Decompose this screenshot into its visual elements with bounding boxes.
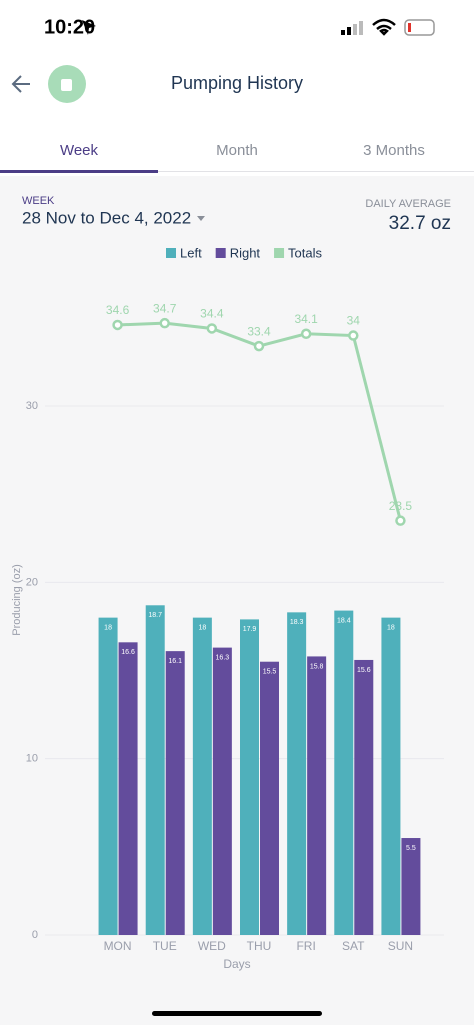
bar-value-label: 15.5	[263, 669, 277, 676]
bar	[192, 617, 212, 935]
x-tick-label: FRI	[296, 939, 315, 953]
x-tick-label: TUE	[153, 939, 177, 953]
bar-value-label: 18.7	[148, 612, 162, 619]
line-point	[300, 328, 312, 340]
bar-value-label: 5.5	[406, 845, 416, 852]
legend-label: Totals	[288, 245, 322, 260]
x-tick-label: WED	[198, 939, 226, 953]
bar	[260, 661, 279, 935]
line-point	[206, 323, 218, 334]
x-axis-title: Days	[223, 957, 250, 971]
bar-value-label: 15.6	[357, 667, 371, 674]
bar-value-label: 16.6	[121, 649, 135, 656]
bar-value-label: 18	[198, 624, 206, 631]
bar-value-label: 18	[104, 624, 112, 631]
line-value-label: 34	[347, 314, 361, 328]
bar	[240, 619, 259, 935]
x-tick-label: SUN	[388, 939, 413, 953]
x-tick-label: THU	[247, 939, 272, 953]
y-tick-label: 30	[26, 400, 38, 412]
tab-week[interactable]: Week	[60, 142, 99, 159]
bar	[334, 610, 354, 935]
bar	[401, 838, 421, 935]
bar	[307, 656, 327, 935]
y-tick-label: 20	[26, 576, 38, 588]
bar	[354, 659, 374, 935]
average-label: DAILY AVERAGE	[365, 198, 451, 210]
bar-value-label: 16.3	[216, 654, 230, 661]
bar	[381, 617, 401, 935]
bar-value-label: 16.1	[168, 658, 182, 665]
bar	[118, 642, 138, 935]
bar-value-label: 17.9	[243, 626, 257, 633]
bar	[212, 647, 232, 935]
battery-level	[408, 23, 411, 32]
line-point	[348, 330, 359, 341]
line-value-label: 34.7	[153, 301, 177, 315]
x-tick-label: MON	[104, 939, 132, 953]
back-button[interactable]	[11, 75, 30, 93]
y-tick-label: 0	[32, 929, 38, 941]
period-label: WEEK	[22, 195, 55, 207]
location-icon	[82, 20, 96, 35]
line-value-label: 34.1	[294, 312, 318, 326]
line-point	[112, 319, 123, 331]
period-selector[interactable]: 28 Nov to Dec 4, 2022	[22, 208, 191, 227]
bar	[98, 617, 118, 935]
line-point	[395, 515, 406, 526]
line-value-label: 33.4	[247, 324, 271, 338]
tab-3-months[interactable]: 3 Months	[363, 142, 425, 159]
bar	[287, 612, 307, 935]
bar-value-label: 18.3	[290, 619, 304, 626]
y-axis-title: Producing (oz)	[11, 564, 23, 636]
tab-divider	[0, 171, 474, 172]
bar-value-label: 18.4	[337, 617, 351, 624]
legend-swatch	[274, 248, 285, 258]
tab-month[interactable]: Month	[216, 142, 258, 159]
legend-swatch	[215, 248, 226, 258]
pump-icon-glyph	[61, 79, 72, 91]
legend-label: Right	[230, 245, 261, 260]
signal-icon	[341, 21, 363, 35]
bar	[145, 605, 165, 935]
average-value: 32.7 oz	[389, 213, 451, 234]
battery-icon	[404, 19, 435, 36]
x-tick-label: SAT	[342, 939, 365, 953]
dropdown-caret[interactable]	[197, 216, 205, 221]
wifi-icon	[372, 18, 396, 36]
line-point	[159, 317, 170, 329]
legend-label: Left	[180, 245, 202, 260]
bar	[165, 651, 185, 935]
line-point	[253, 340, 265, 352]
status-time: 10:20	[44, 16, 95, 38]
page-title: Pumping History	[171, 73, 303, 93]
bar-value-label: 18	[387, 624, 395, 631]
line-value-label: 34.6	[106, 303, 130, 317]
home-indicator	[152, 1011, 322, 1016]
line-value-label: 23.5	[389, 499, 413, 513]
bar-value-label: 15.8	[310, 663, 324, 670]
y-tick-label: 10	[26, 753, 38, 765]
tab-indicator	[0, 170, 158, 173]
line-value-label: 34.4	[200, 307, 224, 321]
legend-swatch	[166, 248, 176, 258]
